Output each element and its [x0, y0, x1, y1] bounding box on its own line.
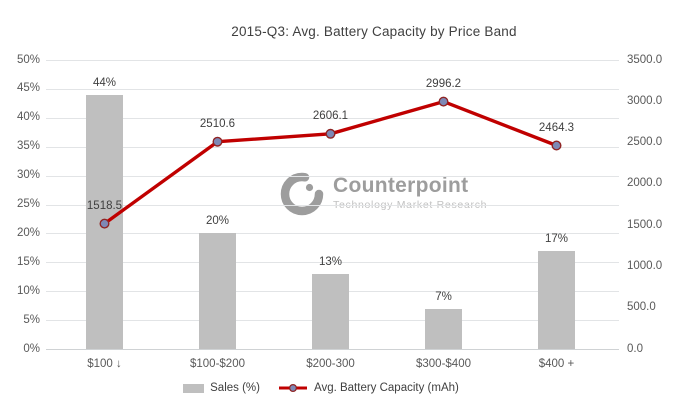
line-value-label: 2996.2 — [425, 77, 462, 90]
right-axis-tick: 2500.0 — [627, 136, 663, 149]
left-axis-tick: 5% — [23, 313, 40, 326]
category-label: $100 ↓ — [87, 358, 122, 370]
left-axis-tick: 25% — [16, 198, 40, 210]
watermark-text: Counterpoint Technology Market Research — [333, 175, 487, 211]
left-axis-tick: 50% — [16, 53, 40, 66]
line-marker — [212, 136, 223, 147]
left-axis-tick: 40% — [16, 111, 40, 124]
bar-value-label: 44% — [92, 76, 117, 89]
gridline — [46, 233, 619, 235]
left-axis-tick: 45% — [16, 82, 40, 95]
left-axis-tick: 35% — [16, 140, 40, 153]
bar-$100-$200 — [199, 233, 236, 349]
bar-$200-300 — [312, 273, 349, 349]
category-label: $400 + — [538, 358, 575, 370]
right-axis-tick: 3000.0 — [627, 94, 663, 107]
right-axis-tick: 500.0 — [627, 301, 656, 314]
bar-swatch-icon — [183, 383, 205, 393]
category-label: $100-$200 — [190, 358, 245, 370]
line-marker-swatch-icon — [278, 383, 307, 393]
line-value-label: 2510.6 — [199, 117, 236, 130]
right-axis-tick: 0.0 — [627, 342, 643, 355]
legend-label-battery: Avg. Battery Capacity (mAh) — [313, 382, 459, 394]
right-axis-tick: 1000.0 — [627, 259, 663, 272]
legend-item-sales: Sales (%) — [183, 382, 260, 394]
gridline — [46, 175, 619, 177]
bar-value-label: 7% — [435, 290, 452, 303]
bar-$300-$400 — [425, 308, 462, 349]
gridline — [46, 88, 619, 90]
gridline — [46, 146, 619, 148]
line-value-label: 1518.5 — [86, 199, 123, 212]
legend-item-battery: Avg. Battery Capacity (mAh) — [278, 382, 459, 394]
line-marker — [438, 96, 449, 107]
gridline — [46, 349, 619, 350]
gridline — [46, 204, 619, 206]
left-axis-tick: 0% — [23, 342, 40, 355]
bar-value-label: 20% — [205, 215, 230, 228]
counterpoint-logo-icon — [280, 172, 324, 216]
bar-value-label: 17% — [544, 232, 569, 245]
right-axis-tick: 3500.0 — [627, 53, 663, 66]
legend-label-sales: Sales (%) — [210, 382, 260, 394]
bar-value-label: 13% — [318, 255, 343, 268]
line-value-label: 2464.3 — [538, 121, 575, 134]
line-marker — [325, 128, 336, 139]
bar-$400 + — [538, 250, 575, 349]
gridline — [46, 262, 619, 264]
category-label: $300-$400 — [416, 358, 471, 370]
left-axis-tick: 20% — [16, 226, 40, 239]
watermark: Counterpoint Technology Market Research — [279, 171, 487, 217]
chart-title: 2015-Q3: Avg. Battery Capacity by Price … — [231, 24, 517, 39]
left-axis-tick: 15% — [16, 255, 40, 268]
left-axis-tick: 30% — [16, 169, 40, 182]
watermark-name: Counterpoint — [333, 174, 469, 197]
category-label: $200-300 — [306, 358, 355, 370]
left-axis-tick: 10% — [16, 284, 40, 297]
right-axis-tick: 1500.0 — [627, 218, 663, 231]
line-value-label: 2606.1 — [312, 109, 349, 122]
line-marker — [551, 140, 562, 151]
right-axis-tick: 2000.0 — [627, 177, 663, 190]
legend: Sales (%) Avg. Battery Capacity (mAh) — [0, 382, 671, 394]
gridline — [46, 60, 619, 61]
bar-$100 ↓ — [86, 94, 123, 349]
